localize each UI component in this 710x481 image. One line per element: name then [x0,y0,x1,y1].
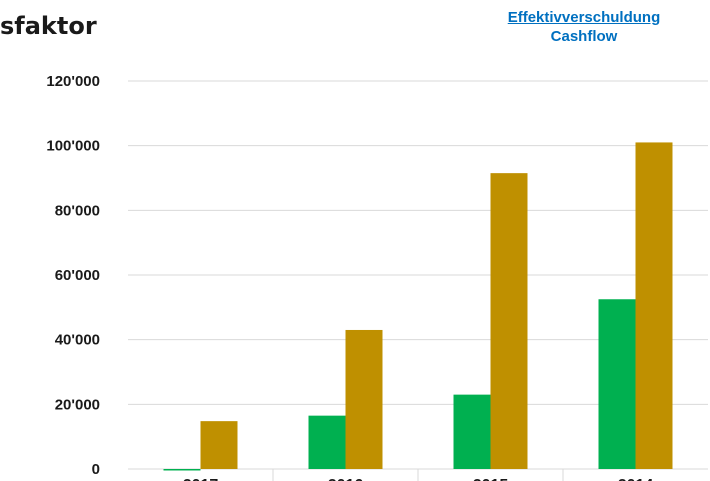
bar-series1-2016 [308,415,346,469]
y-tick-label: 20'000 [55,396,100,413]
bar-series2-2015 [490,173,528,469]
bar-series1-2017 [163,469,201,471]
y-tick-label: 120'000 [46,73,100,90]
bar-series2-2016 [345,329,383,469]
bar-series1-2014 [598,299,636,469]
y-tick-label: 40'000 [55,332,100,349]
legend-entry-cashflow[interactable]: Cashflow [550,28,618,45]
bar-series1-2015 [453,394,491,469]
x-tick-label: 2016 [328,477,364,481]
chart-legend: Effektivverschuldung Cashflow [470,8,698,46]
y-tick-label: 0 [92,461,100,478]
bar-series2-2017 [200,421,238,469]
legend-entry-effektivverschuldung[interactable]: Effektivverschuldung [507,9,661,26]
y-tick-label: 80'000 [55,202,100,219]
x-tick-label: 2017 [183,477,219,481]
y-tick-label: 100'000 [46,138,100,155]
y-tick-label: 60'000 [55,267,100,284]
bar-series2-2014 [635,142,673,469]
x-tick-label: 2014 [618,477,654,481]
x-tick-label: 2015 [473,477,509,481]
chart-title: sfaktor [0,12,97,40]
